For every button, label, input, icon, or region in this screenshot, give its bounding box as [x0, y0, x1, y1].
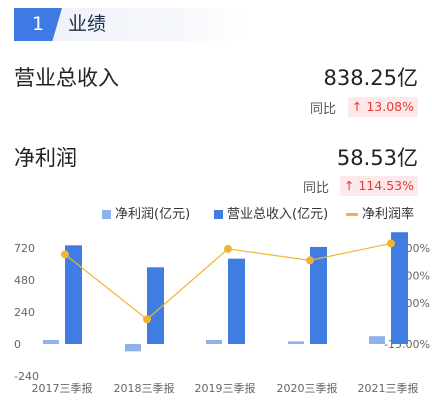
net-profit-bar: [206, 340, 222, 344]
left-tick-label: -240: [14, 370, 39, 383]
section-title: 业绩: [68, 13, 107, 35]
yoy-badge-net-profit: ↑ 114.53%: [339, 176, 418, 196]
legend-label-net-profit: 净利润(亿元): [115, 207, 191, 222]
section-header: 1 业绩: [14, 8, 246, 41]
category-label: 2020三季报: [277, 381, 338, 395]
section-number: 1: [14, 8, 62, 41]
legend-revenue[interactable]: 营业总收入(亿元): [214, 207, 328, 223]
yoy-label-net-profit: 同比: [302, 181, 329, 196]
left-tick-label: 240: [14, 306, 35, 319]
net-profit-bar: [288, 341, 304, 344]
revenue-bar: [310, 246, 327, 344]
legend-label-net-margin: 净利润率: [362, 207, 415, 222]
yoy-label-revenue: 同比: [309, 102, 336, 117]
net-margin-point: [61, 250, 69, 259]
legend-net-margin[interactable]: 净利润率: [346, 207, 414, 223]
legend-swatch-net-margin: [346, 213, 358, 216]
category-label: 2021三季报: [358, 381, 419, 395]
metric-value-net-profit: 58.53亿: [336, 146, 418, 170]
metric-value-revenue: 838.25亿: [323, 66, 418, 90]
left-tick-label: 0: [14, 338, 21, 351]
legend-swatch-revenue: [214, 210, 223, 219]
metric-label-revenue: 营业总收入: [14, 66, 119, 90]
net-margin-point: [224, 244, 232, 253]
net-margin-point: [143, 315, 151, 324]
category-label: 2017三季报: [32, 381, 93, 395]
yoy-badge-revenue: ↑ 13.08%: [347, 97, 418, 117]
net-profit-bar: [43, 340, 59, 344]
left-tick-label: 720: [14, 242, 35, 255]
revenue-bar: [147, 267, 164, 344]
net-profit-bar: [125, 344, 141, 352]
legend-net-profit[interactable]: 净利润(亿元): [102, 207, 190, 223]
category-label: 2018三季报: [114, 381, 175, 395]
net-margin-point: [306, 256, 314, 265]
left-tick-label: 480: [14, 274, 35, 287]
legend-swatch-net-profit: [102, 210, 111, 219]
legend-label-revenue: 营业总收入(亿元): [227, 207, 329, 222]
chart-area: 7204802400-2400.00%0.00%0.00%0.00%-15.00…: [14, 232, 430, 395]
metric-label-net-profit: 净利润: [14, 146, 77, 170]
revenue-bar: [65, 245, 82, 344]
revenue-bar: [391, 232, 408, 344]
category-label: 2019三季报: [195, 381, 256, 395]
revenue-bar: [228, 258, 245, 344]
net-margin-point: [387, 239, 395, 248]
net-profit-bar: [369, 336, 385, 344]
